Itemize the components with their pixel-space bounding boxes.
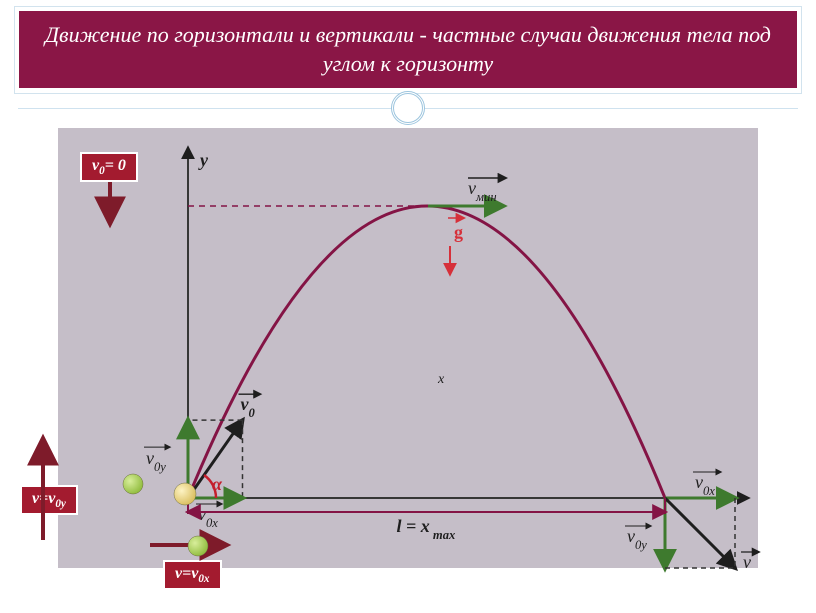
- diagram-svg: y vминg x v0 v0x v0y α v0x v0y v l = x max: [0, 0, 816, 613]
- svg-text:v0x: v0x: [695, 472, 715, 498]
- svg-text:v0: v0: [240, 394, 255, 420]
- svg-text:l = x max: l = x max: [397, 516, 456, 542]
- svg-text:y: y: [198, 150, 209, 170]
- svg-text:x: x: [437, 372, 445, 387]
- svg-text:vмин: vмин: [468, 178, 497, 204]
- svg-text:v0y: v0y: [627, 526, 647, 552]
- svg-text:v0x: v0x: [198, 504, 218, 530]
- svg-text:α: α: [212, 474, 223, 494]
- svg-text:g: g: [454, 222, 463, 242]
- svg-text:v0y: v0y: [146, 448, 166, 474]
- svg-text:v: v: [743, 552, 751, 572]
